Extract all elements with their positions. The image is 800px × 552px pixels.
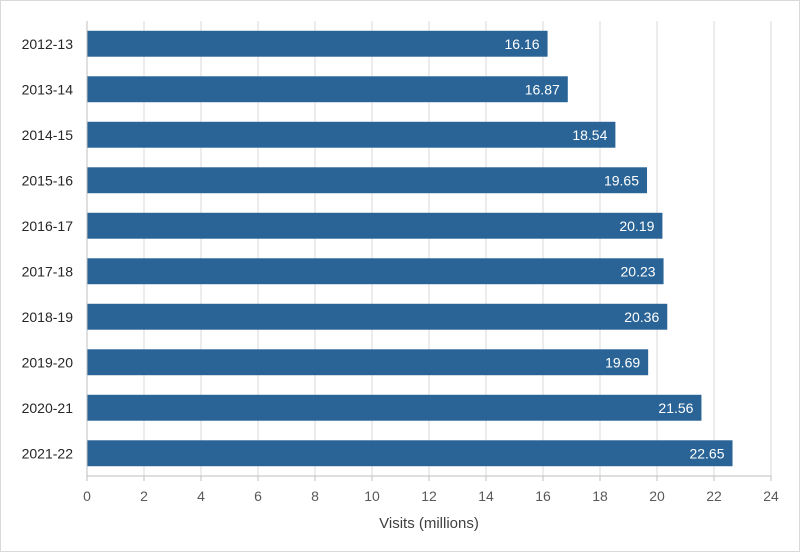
data-label: 22.65 xyxy=(689,445,724,461)
data-label: 21.56 xyxy=(658,400,693,416)
y-category-label: 2013-14 xyxy=(22,81,74,97)
bar xyxy=(87,349,649,376)
data-label: 19.65 xyxy=(604,172,639,188)
x-axis-title: Visits (millions) xyxy=(379,515,479,532)
y-category-label: 2016-17 xyxy=(22,218,74,234)
x-tick-label: 12 xyxy=(421,488,437,504)
x-tick-label: 18 xyxy=(592,488,608,504)
data-label: 16.87 xyxy=(525,81,560,97)
x-tick-label: 20 xyxy=(649,488,665,504)
y-category-label: 2012-13 xyxy=(22,36,74,52)
bars: 16.16 16.87 18.54 19.65 20.19 20.23 20.36 19.69… xyxy=(87,30,733,467)
data-label: 19.69 xyxy=(605,354,640,370)
data-label: 20.19 xyxy=(619,218,654,234)
x-tick-label: 0 xyxy=(83,488,91,504)
x-tick-label: 2 xyxy=(140,488,148,504)
axes: 0 2 4 6 8 10 12 14 16 18 20 22 242012-132013-142014-… xyxy=(22,21,779,504)
y-category-label: 2021-22 xyxy=(22,445,74,461)
y-category-label: 2019-20 xyxy=(22,354,74,370)
bar xyxy=(87,30,548,57)
x-tick-label: 10 xyxy=(364,488,380,504)
bar xyxy=(87,394,702,421)
bar xyxy=(87,121,616,148)
bar xyxy=(87,76,568,103)
x-tick-label: 22 xyxy=(706,488,722,504)
y-category-label: 2017-18 xyxy=(22,263,74,279)
x-tick-label: 14 xyxy=(478,488,494,504)
x-tick-label: 24 xyxy=(763,488,779,504)
x-tick-label: 6 xyxy=(254,488,262,504)
bar xyxy=(87,440,733,467)
x-tick-label: 16 xyxy=(535,488,551,504)
y-category-label: 2018-19 xyxy=(22,309,74,325)
data-label: 20.23 xyxy=(621,263,656,279)
x-tick-label: 4 xyxy=(197,488,205,504)
bar xyxy=(87,167,648,194)
bar xyxy=(87,258,664,285)
bar xyxy=(87,212,663,239)
data-label: 18.54 xyxy=(572,127,607,143)
data-label: 20.36 xyxy=(624,309,659,325)
x-tick-label: 8 xyxy=(311,488,319,504)
y-category-label: 2015-16 xyxy=(22,172,74,188)
bar xyxy=(87,303,668,330)
data-label: 16.16 xyxy=(505,36,540,52)
y-category-label: 2014-15 xyxy=(22,127,74,143)
y-category-label: 2020-21 xyxy=(22,400,74,416)
